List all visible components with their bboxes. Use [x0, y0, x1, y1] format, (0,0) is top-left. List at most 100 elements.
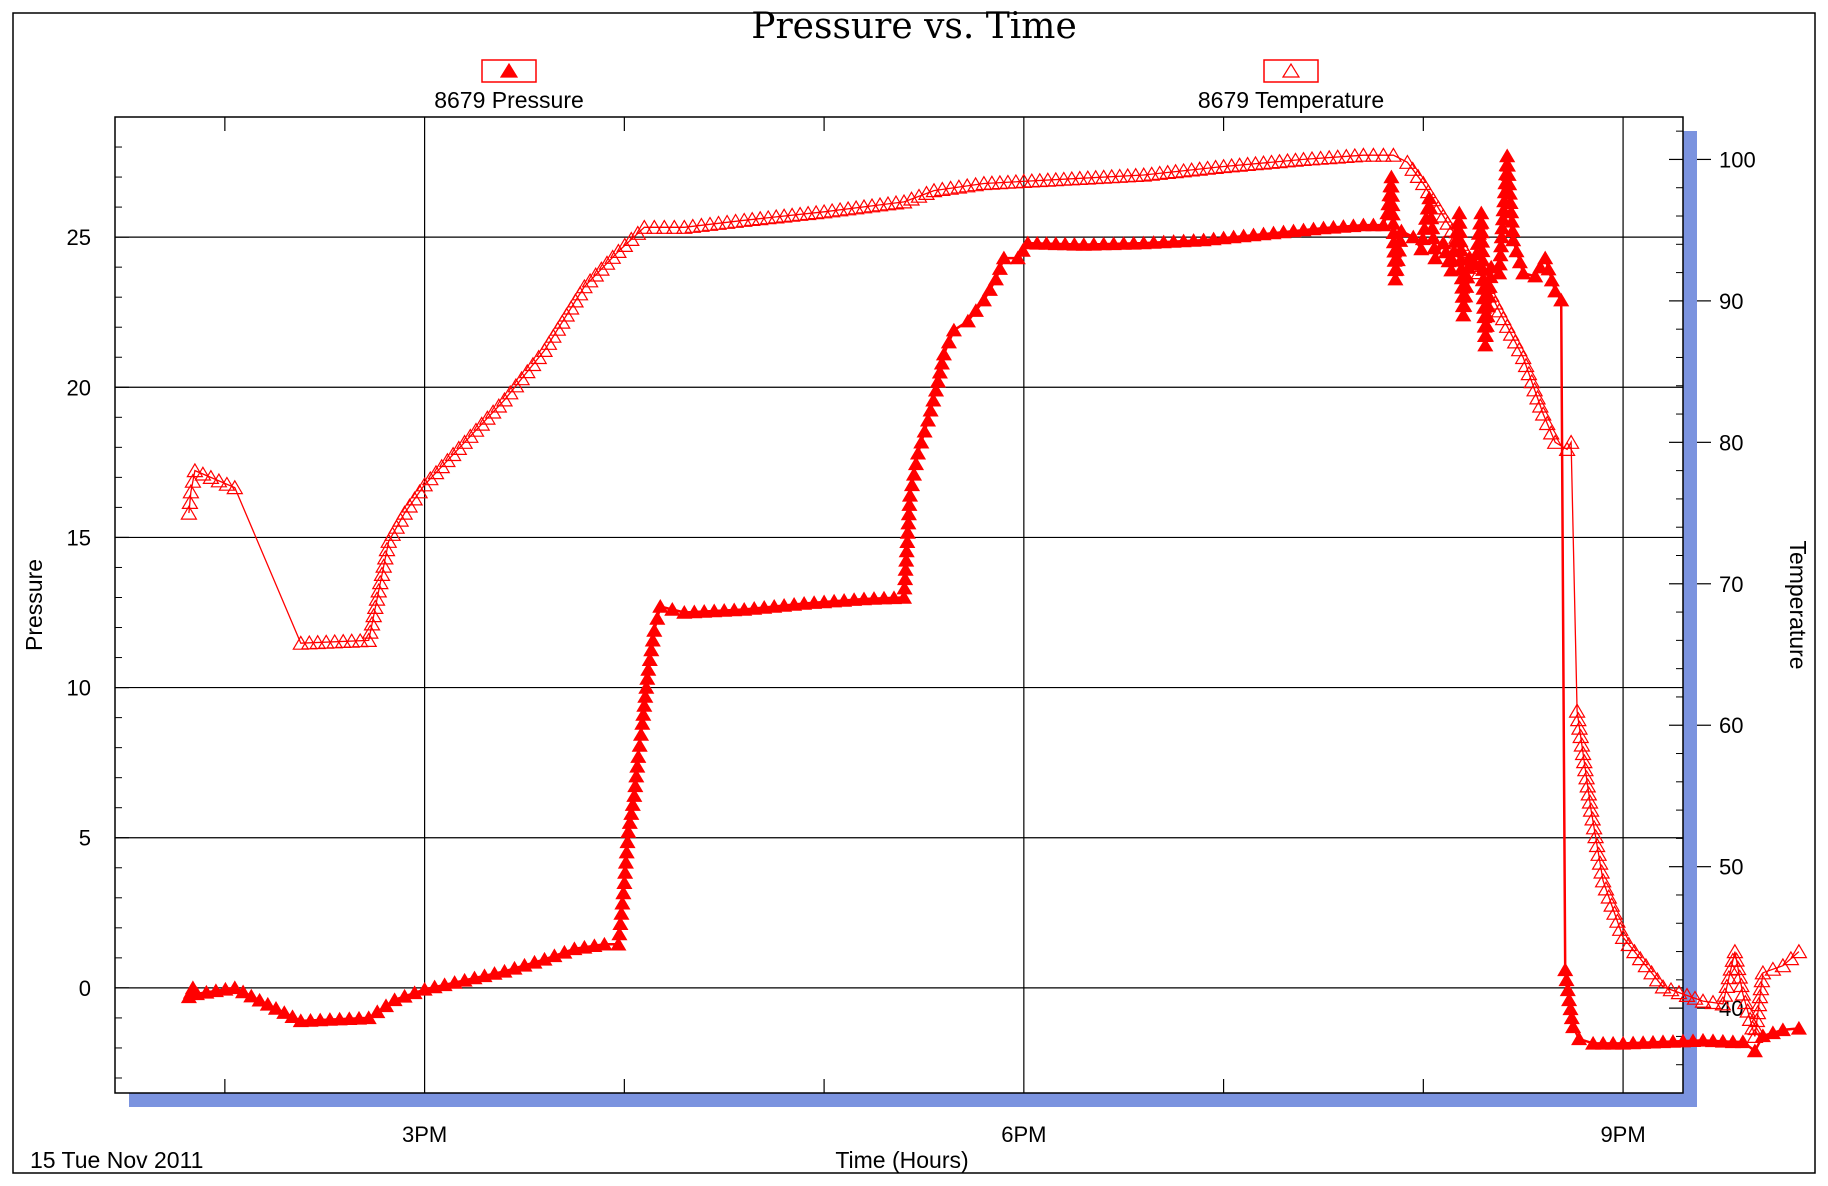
pressure-sample-marker — [637, 689, 654, 703]
pressure-sample-marker — [806, 595, 823, 609]
temperature-sample-marker — [1643, 964, 1661, 980]
pressure-sample-marker — [907, 456, 925, 471]
temperature-sample-marker — [376, 549, 394, 565]
pressure-sample-marker — [267, 1001, 285, 1015]
temperature-sample-marker — [917, 185, 936, 200]
y-tick-label: 20 — [67, 375, 91, 400]
legend-swatch-temperature — [1263, 59, 1319, 83]
pressure-sample-marker — [925, 392, 942, 407]
pressure-point — [1585, 1035, 1602, 1050]
grid-lines — [115, 117, 1683, 1093]
temperature-sample-marker — [1494, 310, 1512, 326]
temperature-point — [1714, 995, 1732, 1011]
pressure-sample-marker — [1365, 217, 1382, 232]
pressure-sample-marker — [612, 916, 629, 931]
pressure-sample-marker — [628, 768, 645, 783]
temperature-sample-marker — [1579, 777, 1597, 793]
pressure-sample-marker — [716, 603, 733, 617]
temperature-sample-marker — [1419, 183, 1437, 199]
pressure-sample-marker — [636, 698, 653, 712]
pressure-sample-marker — [896, 580, 913, 595]
temperature-sample-marker — [1312, 150, 1330, 165]
pressure-sample-marker — [621, 815, 638, 829]
temperature-sample-marker — [1538, 415, 1556, 431]
temperature-sample-marker — [524, 356, 542, 372]
temperature-sample-marker — [361, 624, 379, 639]
temperature-point — [396, 505, 414, 520]
temperature-point — [1774, 957, 1792, 973]
pressure-point — [1505, 232, 1522, 247]
temperature-sample-marker — [363, 615, 381, 631]
pressure-sample-marker — [341, 1011, 358, 1026]
pressure-sample-marker — [1392, 233, 1409, 247]
temperature-sample-marker — [1581, 794, 1599, 809]
temperature-sample-marker — [1461, 250, 1479, 265]
y-tick-label: 0 — [79, 976, 91, 1001]
temperature-sample-marker — [1465, 257, 1483, 273]
temperature-sample-marker — [1587, 828, 1605, 844]
temperature-sample-marker — [1470, 264, 1488, 280]
pressure-sample-marker — [899, 534, 916, 549]
temperature-point — [1384, 147, 1402, 162]
temperature-sample-marker — [1578, 769, 1596, 785]
temperature-sample-marker — [1686, 990, 1704, 1005]
pressure-point — [1774, 1022, 1791, 1037]
temperature-point — [1582, 802, 1600, 817]
temperature-point — [495, 391, 514, 407]
temperature-sample-marker — [1648, 971, 1666, 987]
temperature-sample-marker — [1704, 994, 1722, 1010]
pressure-sample-marker — [623, 806, 640, 820]
pressure-point — [995, 250, 1012, 265]
legend-item-temperature[interactable]: 8679 Temperature — [1198, 59, 1384, 113]
temperature-sample-marker — [1625, 943, 1644, 959]
temperature-sample-marker — [366, 599, 384, 615]
pressure-sample-marker — [1125, 235, 1142, 250]
pressure-sample-marker — [1511, 254, 1528, 269]
legend-item-pressure[interactable]: 8679 Pressure — [434, 59, 584, 113]
temperature-sample-marker — [194, 466, 212, 481]
temperature-sample-marker — [1748, 1012, 1766, 1028]
temperature-sample-marker — [1753, 972, 1771, 988]
temperature-point — [1414, 175, 1432, 191]
pressure-sample-marker — [898, 552, 915, 567]
temperature-sample-marker — [1573, 737, 1591, 752]
temperature-sample-marker — [317, 634, 335, 649]
pressure-sample-marker — [991, 261, 1008, 275]
pressure-sample-marker — [649, 611, 666, 625]
pressure-point — [616, 875, 633, 890]
temperature-sample-marker — [1749, 1004, 1767, 1020]
pressure-sample-marker — [1185, 233, 1202, 247]
pressure-point — [640, 662, 657, 676]
temperature-point — [182, 483, 200, 499]
pressure-sample-marker — [321, 1012, 338, 1026]
temperature-sample-marker — [1424, 191, 1442, 207]
temperature-sample-marker — [1751, 988, 1769, 1004]
temperature-sample-marker — [1572, 728, 1590, 744]
pressure-sample-marker — [641, 652, 658, 667]
pressure-sample-marker — [1175, 233, 1192, 248]
temperature-sample-marker — [388, 519, 406, 534]
pressure-sample-marker — [1508, 243, 1525, 258]
pressure-sample-marker — [916, 423, 933, 438]
temperature-sample-marker — [1716, 987, 1734, 1002]
temperature-sample-marker — [1486, 295, 1504, 310]
temperature-sample-marker — [1782, 950, 1800, 966]
temperature-sample-marker — [1747, 1020, 1765, 1036]
pressure-point — [987, 271, 1004, 286]
pressure-sample-marker — [302, 1013, 319, 1027]
pressure-sample-marker — [706, 603, 723, 618]
x-tick-label: 6PM — [1001, 1122, 1046, 1147]
y-tick-label: 5 — [79, 826, 91, 851]
legend: 8679 Pressure 8679 Temperature — [434, 59, 1384, 113]
temperature-sample-marker — [1584, 811, 1602, 826]
temperature-sample-marker — [218, 476, 236, 491]
temperature-sample-marker — [530, 349, 548, 365]
temperature-sample-marker — [181, 494, 199, 509]
temperature-sample-marker — [549, 321, 567, 336]
pressure-sample-marker — [875, 590, 893, 605]
plot-shadow-right — [1683, 131, 1697, 1107]
pressure-sample-marker — [1635, 1035, 1652, 1049]
pressure-point — [630, 749, 647, 763]
temperature-sample-marker — [1588, 837, 1606, 853]
